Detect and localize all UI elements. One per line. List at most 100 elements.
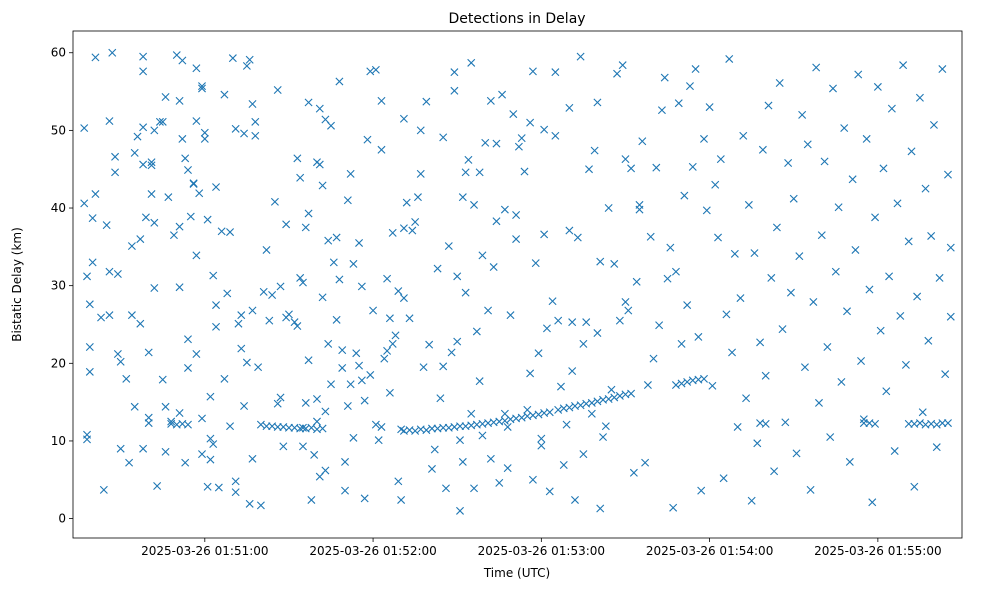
data-point [537, 434, 546, 443]
data-point [767, 273, 776, 282]
data-point [383, 346, 392, 355]
data-point [259, 287, 268, 296]
data-point [231, 477, 240, 486]
data-point [343, 196, 352, 205]
data-point [517, 134, 526, 143]
data-point [784, 159, 793, 167]
data-point [896, 311, 905, 320]
data-point [621, 155, 630, 164]
data-point [439, 362, 448, 371]
data-point [296, 173, 305, 182]
data-point [573, 233, 582, 242]
x-tick-label: 2025-03-26 01:53:00 [478, 544, 605, 558]
data-point [147, 161, 156, 170]
data-point [761, 371, 770, 380]
data-point [324, 236, 333, 245]
data-point [83, 272, 92, 281]
data-point [671, 267, 680, 276]
data-point [655, 321, 664, 330]
data-point [786, 288, 795, 297]
data-point [150, 284, 159, 292]
data-point [405, 314, 414, 323]
data-point [91, 190, 100, 199]
data-point [183, 420, 192, 429]
data-point [209, 440, 218, 449]
data-point [363, 135, 372, 144]
data-point [834, 203, 843, 212]
data-point [871, 213, 880, 222]
data-point [862, 134, 871, 143]
data-point [646, 232, 655, 241]
data-point [97, 313, 106, 322]
data-point [284, 310, 293, 319]
data-point [512, 235, 521, 244]
data-point [139, 52, 148, 61]
data-point [579, 450, 588, 459]
data-point [579, 339, 588, 348]
data-point [298, 442, 307, 451]
data-point [643, 381, 652, 390]
data-point [427, 464, 436, 473]
data-point [153, 481, 162, 490]
data-point [223, 289, 232, 298]
data-point [711, 180, 720, 189]
y-tick-label: 50 [51, 123, 66, 137]
data-point [380, 354, 389, 363]
data-point [596, 257, 605, 266]
data-point [714, 233, 723, 242]
data-point [318, 181, 327, 190]
data-point [408, 226, 417, 235]
data-point [181, 458, 190, 467]
data-point [660, 73, 669, 82]
data-point [795, 252, 804, 261]
data-point [413, 193, 422, 202]
data-point [206, 434, 215, 443]
x-axis-label: Time (UTC) [483, 566, 550, 580]
data-point [88, 258, 97, 267]
data-point [492, 217, 501, 226]
data-point [685, 82, 694, 91]
data-point [450, 86, 459, 95]
data-point [335, 275, 344, 284]
data-point [192, 350, 201, 358]
x-tick-label: 2025-03-26 01:52:00 [309, 544, 436, 558]
data-point [851, 245, 860, 254]
data-point [276, 393, 285, 402]
data-point [921, 184, 930, 193]
data-point [526, 369, 535, 378]
data-point [854, 70, 863, 79]
x-tick-label: 2025-03-26 01:54:00 [646, 544, 773, 558]
data-point [890, 447, 899, 456]
data-point [99, 485, 108, 494]
data-point [680, 191, 689, 200]
data-point [265, 316, 274, 325]
data-point [865, 285, 874, 294]
plot-area [73, 31, 962, 538]
data-point [385, 314, 394, 323]
data-point [116, 444, 125, 453]
data-point [321, 466, 330, 475]
data-point [857, 356, 866, 365]
data-point [458, 193, 467, 202]
data-point [192, 117, 201, 126]
data-point [425, 340, 434, 349]
data-point [273, 399, 282, 408]
data-point [859, 419, 868, 428]
data-point [198, 84, 206, 93]
data-point [739, 131, 748, 140]
data-point [175, 409, 184, 417]
data-point [164, 193, 173, 202]
data-point [178, 56, 187, 65]
data-point [700, 134, 708, 143]
data-point [293, 322, 302, 331]
y-tick-label: 40 [51, 201, 66, 215]
data-point [526, 118, 535, 127]
data-point [657, 106, 666, 115]
data-point [338, 363, 347, 372]
data-point [702, 206, 711, 215]
data-point [733, 422, 742, 431]
data-point [341, 486, 350, 495]
data-point [113, 270, 122, 279]
data-point [369, 306, 378, 315]
data-point [913, 292, 922, 301]
